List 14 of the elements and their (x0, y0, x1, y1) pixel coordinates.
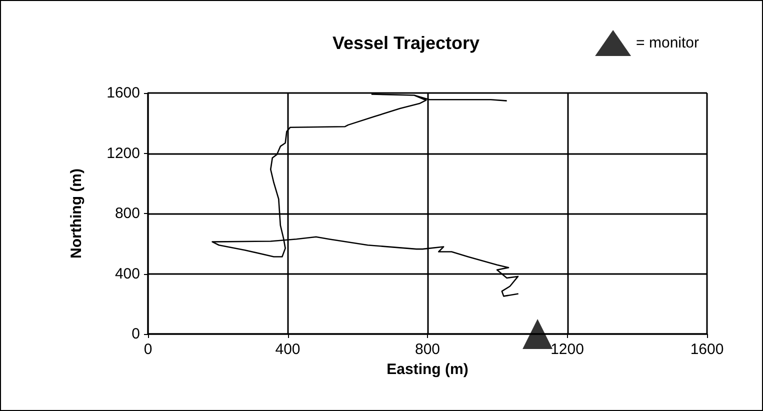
x-tick-label: 1600 (690, 341, 724, 358)
y-tick-label: 800 (114, 205, 140, 222)
y-tick-label: 400 (114, 265, 140, 282)
y-tick-label: 1600 (106, 84, 140, 102)
x-tick-label: 1200 (550, 341, 584, 358)
x-tick-label: 0 (144, 341, 152, 358)
chart-title: Vessel Trajectory (332, 33, 480, 53)
legend-label: = monitor (636, 34, 700, 52)
y-tick-label: 0 (132, 326, 140, 342)
y-axis-title: Northing (m) (68, 168, 85, 258)
x-tick-label: 400 (275, 341, 300, 358)
x-axis-title: Easting (m) (386, 360, 468, 378)
y-tick-label: 1200 (106, 144, 140, 162)
x-tick-label: 800 (414, 341, 440, 358)
